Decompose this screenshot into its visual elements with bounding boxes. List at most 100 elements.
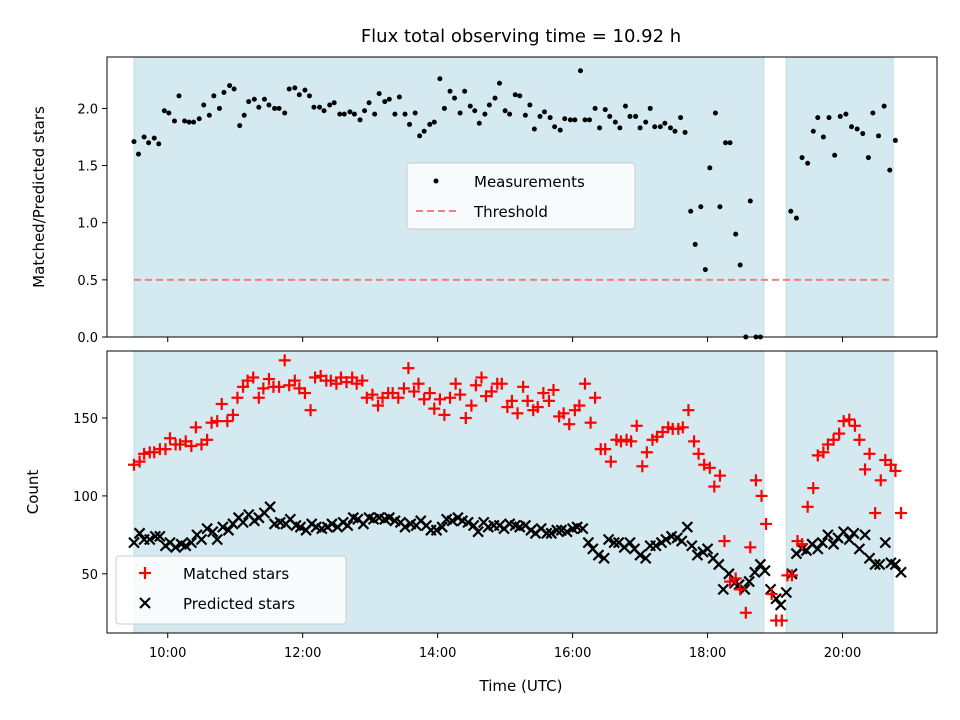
matched-star-marker <box>366 388 379 401</box>
matched-star-marker <box>531 401 544 414</box>
measurement-point <box>362 108 368 114</box>
predicted-star-marker <box>713 558 725 571</box>
measurement-point <box>386 96 392 102</box>
bottom-x-tick-label: 18:00 <box>689 646 726 661</box>
predicted-star-marker <box>608 536 621 549</box>
measurement-point <box>251 96 257 102</box>
predicted-star-marker <box>859 529 871 541</box>
matched-star-marker <box>423 387 436 400</box>
measurement-point <box>547 115 553 121</box>
measurement-point <box>788 208 794 214</box>
matched-star-marker <box>397 382 410 395</box>
matched-star-marker <box>755 489 768 502</box>
predicted-star-marker <box>873 558 886 571</box>
predicted-star-marker <box>837 525 850 538</box>
measurement-point <box>837 113 843 119</box>
measurement-point <box>805 160 811 166</box>
top-legend: Measurements Threshold <box>406 162 636 230</box>
bottom-plot-frame <box>106 350 938 634</box>
matched-star-marker <box>465 399 478 412</box>
predicted-star-marker <box>211 533 223 546</box>
predicted-star-marker <box>602 533 615 546</box>
measurement-point <box>241 112 247 118</box>
measurement-point <box>437 76 443 82</box>
matched-star-marker <box>749 474 762 487</box>
predicted-star-marker <box>149 530 162 543</box>
matched-star-marker <box>278 354 291 367</box>
matched-stars-points <box>127 354 908 627</box>
matched-star-marker <box>573 399 586 412</box>
matched-star-marker <box>796 538 809 551</box>
matched-star-marker <box>521 394 534 407</box>
legend-measurements-label: Measurements <box>474 173 585 191</box>
matched-star-marker <box>614 435 627 448</box>
matched-star-marker <box>703 461 716 474</box>
measurement-point <box>486 102 492 108</box>
matched-star-marker <box>215 397 228 410</box>
measurement-point <box>206 112 212 118</box>
measurement-point <box>261 96 267 102</box>
measurement-point <box>302 87 308 93</box>
measurement-point <box>462 88 468 94</box>
predicted-star-marker <box>822 529 834 541</box>
legend-matched-marker <box>139 567 151 579</box>
predicted-stars-points <box>128 501 907 611</box>
predicted-star-marker <box>889 558 902 571</box>
matched-star-marker <box>252 391 265 404</box>
bottom-x-tick-label: 16:00 <box>554 646 591 661</box>
matched-star-marker <box>428 402 441 415</box>
matched-star-marker <box>853 433 866 446</box>
matched-star-marker <box>309 371 322 384</box>
matched-star-marker <box>511 407 524 420</box>
measurement-point <box>452 95 458 101</box>
measurement-point <box>176 93 182 99</box>
measurement-point <box>417 133 423 139</box>
matched-star-marker <box>475 371 488 384</box>
matched-star-marker <box>273 380 286 393</box>
predicted-star-marker <box>780 586 793 599</box>
predicted-star-marker <box>185 536 198 549</box>
measurement-point <box>667 125 673 131</box>
matched-star-marker <box>630 419 643 432</box>
matched-star-marker <box>402 362 415 375</box>
predicted-star-marker <box>436 521 448 533</box>
matched-star-marker <box>133 455 146 468</box>
predicted-star-marker <box>843 533 856 546</box>
measurement-point <box>586 117 592 123</box>
predicted-star-marker <box>551 524 563 536</box>
measurement-point <box>266 102 272 108</box>
measurement-point <box>282 110 288 116</box>
matched-star-marker <box>688 435 701 448</box>
predicted-star-marker <box>201 522 213 535</box>
measurement-point <box>843 111 849 117</box>
predicted-star-marker <box>675 535 688 547</box>
matched-star-marker <box>837 415 850 428</box>
top-y-ticks: 0.0 0.5 1.0 1.5 2.0 <box>77 102 107 346</box>
legend-threshold-label: Threshold <box>473 203 548 221</box>
matched-star-marker <box>163 432 176 445</box>
x-axis-label: Time (UTC) <box>479 677 563 695</box>
top-shade-band-1 <box>785 56 894 338</box>
measurement-point <box>517 93 523 99</box>
matched-star-marker <box>542 394 555 407</box>
measurement-point <box>256 104 262 110</box>
measurement-point <box>227 83 233 89</box>
measurement-point <box>723 140 729 146</box>
measurement-point <box>191 119 197 125</box>
measurement-point <box>717 204 723 210</box>
matched-star-marker <box>775 614 788 627</box>
bottom-y-tick-label: 150 <box>73 412 98 427</box>
matched-star-marker <box>346 371 359 384</box>
measurement-point <box>572 117 578 123</box>
measurement-point <box>237 123 243 129</box>
top-y-tick-label: 2.0 <box>77 102 98 117</box>
matched-star-marker <box>557 407 570 420</box>
matched-star-marker <box>205 416 218 429</box>
measurement-point <box>832 152 838 158</box>
predicted-star-marker <box>827 538 840 550</box>
measurement-point <box>643 119 649 125</box>
top-y-tick-label: 1.5 <box>77 160 98 175</box>
matched-star-marker <box>231 391 244 404</box>
predicted-star-marker <box>264 501 276 513</box>
